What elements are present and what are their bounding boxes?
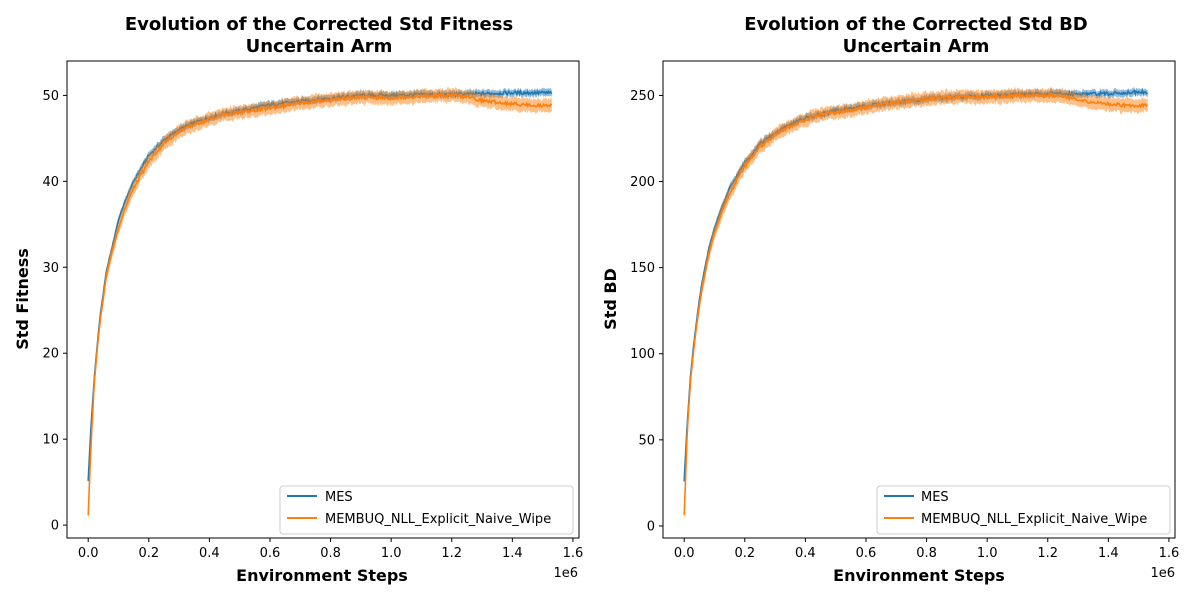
chart-title-line2: Uncertain Arm xyxy=(246,36,393,57)
series-line xyxy=(683,92,1148,516)
y-axis-label: Std BD xyxy=(601,268,620,330)
chart-title-line1: Evolution of the Corrected Std Fitness xyxy=(125,14,513,35)
y-tick-label: 40 xyxy=(42,175,59,190)
y-tick-label: 10 xyxy=(42,433,59,448)
y-tick-label: 100 xyxy=(630,347,655,362)
plot-area: 0.0 0.2 0.4 0.6 0.8 1.0 1.2 1.4 1.6 0 50 100 150 200 2… xyxy=(630,60,1180,561)
x-tick-label: 0.2 xyxy=(138,546,159,561)
legend-label-mes: MES xyxy=(921,490,949,505)
axes-frame xyxy=(662,60,1176,539)
chart-fitness: Evolution of the Corrected Std Fitness U… xyxy=(13,14,583,585)
x-tick-label: 0.8 xyxy=(320,546,341,561)
y-tick-label: 200 xyxy=(630,175,655,190)
chart-bd: Evolution of the Corrected Std BD Uncert… xyxy=(601,14,1179,585)
x-tick-label: 0.8 xyxy=(916,546,937,561)
legend-label-membuq: MEMBUQ_NLL_Explicit_Naive_Wipe xyxy=(921,512,1147,527)
x-tick-label: 1.2 xyxy=(441,546,462,561)
x-tick-label: 0.4 xyxy=(199,546,220,561)
x-multiplier-label: 1e6 xyxy=(1150,566,1175,581)
axes-frame xyxy=(66,60,580,539)
chart-title-line2: Uncertain Arm xyxy=(843,36,990,57)
legend-label-mes: MES xyxy=(325,490,353,505)
x-tick-label: 1.4 xyxy=(1098,546,1119,561)
x-tick-label: 0.6 xyxy=(856,546,877,561)
y-tick-label: 20 xyxy=(42,347,59,362)
legend-box xyxy=(876,485,1171,535)
x-tick-label: 1.6 xyxy=(563,546,584,561)
x-tick-label: 1.2 xyxy=(1037,546,1058,561)
y-axis-label: Std Fitness xyxy=(13,248,32,350)
y-tick-label: 30 xyxy=(42,261,59,276)
legend-box xyxy=(279,485,574,535)
x-multiplier-label: 1e6 xyxy=(553,566,578,581)
legend: MES MEMBUQ_NLL_Explicit_Naive_Wipe xyxy=(279,485,574,535)
y-tick-label: 50 xyxy=(638,433,655,448)
x-tick-label: 1.0 xyxy=(977,546,998,561)
y-tick-label: 250 xyxy=(630,89,655,104)
series-line xyxy=(87,92,553,516)
y-tick-label: 150 xyxy=(630,261,655,276)
x-tick-label: 0.4 xyxy=(795,546,816,561)
legend-label-membuq: MEMBUQ_NLL_Explicit_Naive_Wipe xyxy=(325,512,551,527)
x-tick-label: 0.6 xyxy=(260,546,281,561)
x-tick-label: 0.2 xyxy=(734,546,755,561)
x-tick-label: 1.6 xyxy=(1159,546,1180,561)
x-tick-label: 0.0 xyxy=(78,546,99,561)
x-tick-label: 1.4 xyxy=(502,546,523,561)
x-tick-label: 1.0 xyxy=(381,546,402,561)
y-tick-label: 0 xyxy=(647,519,655,534)
x-axis-label: Environment Steps xyxy=(236,566,408,585)
y-tick-label: 50 xyxy=(42,89,59,104)
x-tick-label: 0.0 xyxy=(674,546,695,561)
y-tick-label: 0 xyxy=(51,519,59,534)
chart-title-line1: Evolution of the Corrected Std BD xyxy=(744,14,1088,35)
plot-area: 0.0 0.2 0.4 0.6 0.8 1.0 1.2 1.4 1.6 0 10 20 30 40 50 xyxy=(42,60,584,561)
x-axis-label: Environment Steps xyxy=(833,566,1005,585)
legend: MES MEMBUQ_NLL_Explicit_Naive_Wipe xyxy=(876,485,1171,535)
